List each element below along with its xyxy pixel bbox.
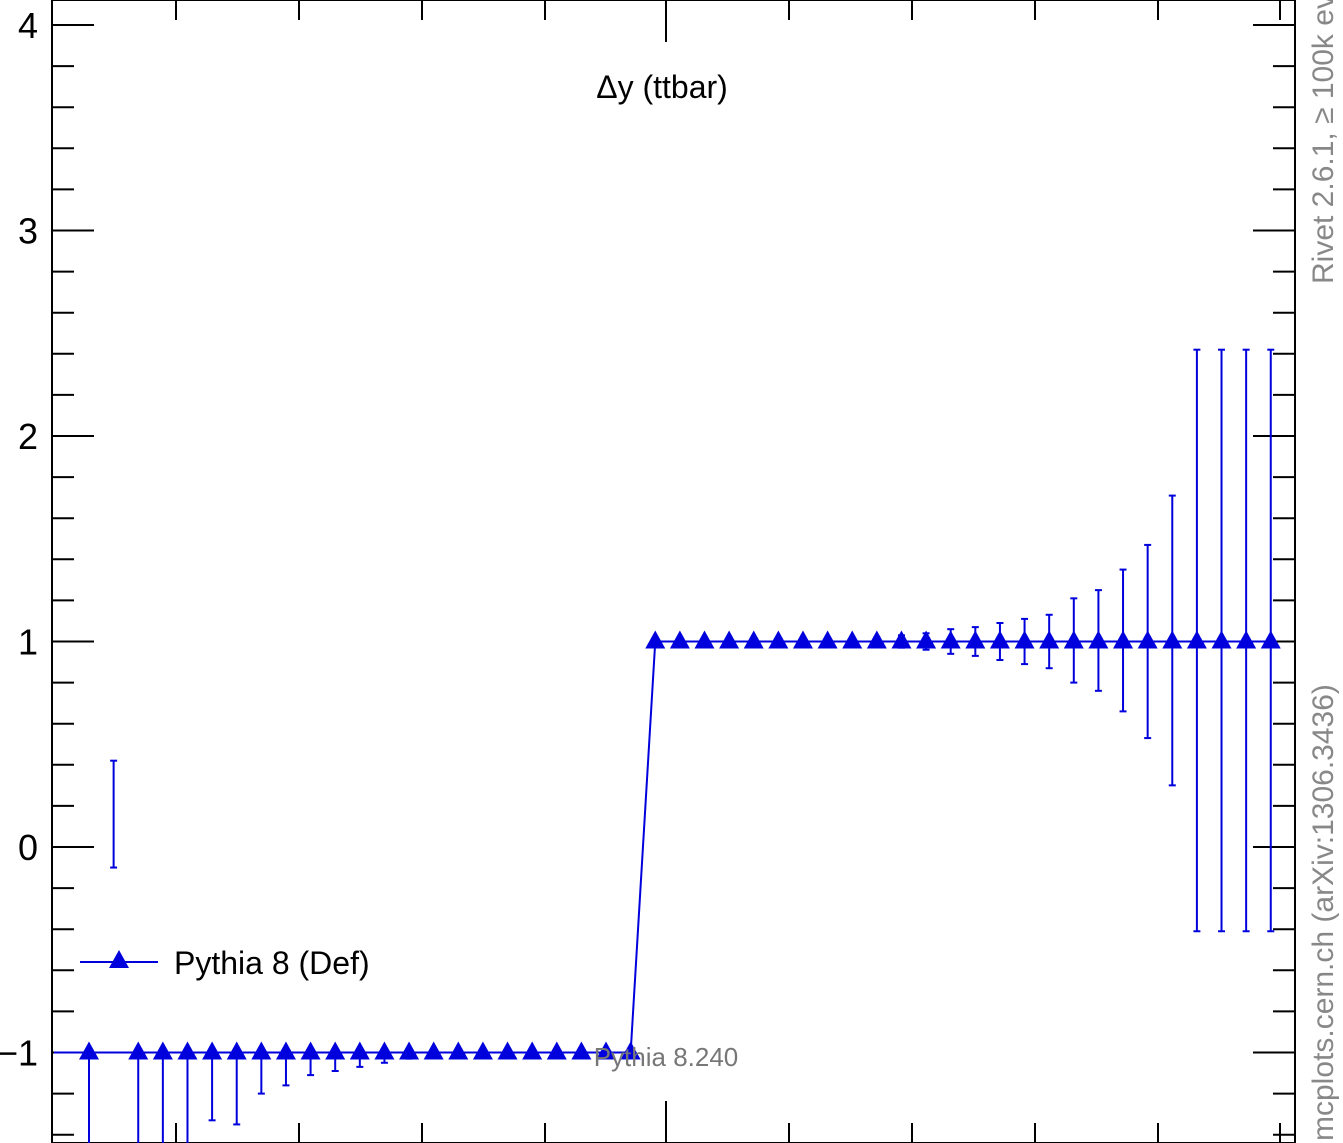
data-point-marker — [891, 630, 912, 649]
data-point-marker — [1014, 630, 1035, 649]
data-point-marker — [571, 1041, 592, 1060]
data-point-marker — [817, 630, 838, 649]
data-point-marker — [669, 630, 690, 649]
data-point-marker — [965, 630, 986, 649]
data-point-marker — [1063, 630, 1084, 649]
series-line — [54, 640, 1271, 1054]
y-tick-label: −1 — [0, 1033, 38, 1074]
data-point-marker — [743, 630, 764, 649]
data-point-marker — [226, 1041, 247, 1060]
data-point-marker — [399, 1041, 420, 1060]
data-point-marker — [177, 1041, 198, 1060]
data-point-marker — [546, 1041, 567, 1060]
data-point-marker — [79, 1041, 99, 1060]
y-tick-label: 1 — [18, 622, 38, 663]
y-tick-label: 0 — [18, 827, 38, 868]
side-label-bottom: mcplots.cern.ch (arXiv:1306.3436) — [1307, 684, 1340, 1141]
data-point-marker — [916, 630, 937, 649]
data-point-marker — [792, 630, 813, 649]
legend-marker — [109, 950, 129, 968]
data-point-marker — [522, 1041, 543, 1060]
data-point-marker — [1113, 630, 1134, 649]
data-point-marker — [1236, 630, 1257, 649]
data-point-marker — [1211, 630, 1232, 649]
data-point-marker — [866, 630, 887, 649]
data-point-marker — [300, 1041, 321, 1060]
data-series — [54, 348, 1281, 1143]
data-point-marker — [719, 630, 740, 649]
data-point-marker — [374, 1041, 395, 1060]
data-point-marker — [1260, 630, 1281, 649]
generator-label: Pythia 8.240 — [594, 1042, 739, 1072]
data-point-marker — [1039, 630, 1060, 649]
plot-border — [51, 0, 1296, 1143]
annotations: Δy (ttbar) Pythia 8 (Def) Pythia 8.240 R… — [80, 0, 1340, 1141]
data-point-marker — [1162, 630, 1183, 649]
data-point-marker — [1088, 630, 1109, 649]
data-point-marker — [768, 630, 789, 649]
data-point-marker — [128, 1041, 149, 1060]
chart-title: Δy (ttbar) — [596, 69, 728, 105]
data-point-marker — [202, 1041, 223, 1060]
y-tick-label: 3 — [18, 211, 38, 252]
data-point-marker — [472, 1041, 493, 1060]
data-point-marker — [423, 1041, 444, 1060]
data-point-marker — [694, 630, 715, 649]
data-point-marker — [497, 1041, 518, 1060]
data-point-marker — [349, 1041, 370, 1060]
data-point-marker — [940, 630, 961, 649]
data-point-marker — [842, 630, 863, 649]
data-point-marker — [645, 630, 666, 649]
y-tick-labels: −1 0 1 2 3 4 — [0, 5, 38, 1074]
data-point-marker — [596, 1041, 617, 1060]
data-point-marker — [251, 1041, 272, 1060]
data-point-marker — [152, 1041, 173, 1060]
data-point-marker — [448, 1041, 469, 1060]
legend-label: Pythia 8 (Def) — [174, 945, 370, 981]
y-tick-label: 4 — [18, 5, 38, 46]
legend: Pythia 8 (Def) — [80, 945, 370, 981]
data-point-marker — [325, 1041, 346, 1060]
data-point-marker — [989, 630, 1010, 649]
data-point-marker — [1186, 630, 1207, 649]
data-point-marker — [620, 1041, 641, 1060]
data-point-marker — [1137, 630, 1158, 649]
side-label-top: Rivet 2.6.1, ≥ 100k events — [1307, 0, 1340, 284]
y-tick-label: 2 — [18, 416, 38, 457]
data-point-marker — [275, 1041, 296, 1060]
plot-frame — [51, 0, 1296, 1143]
